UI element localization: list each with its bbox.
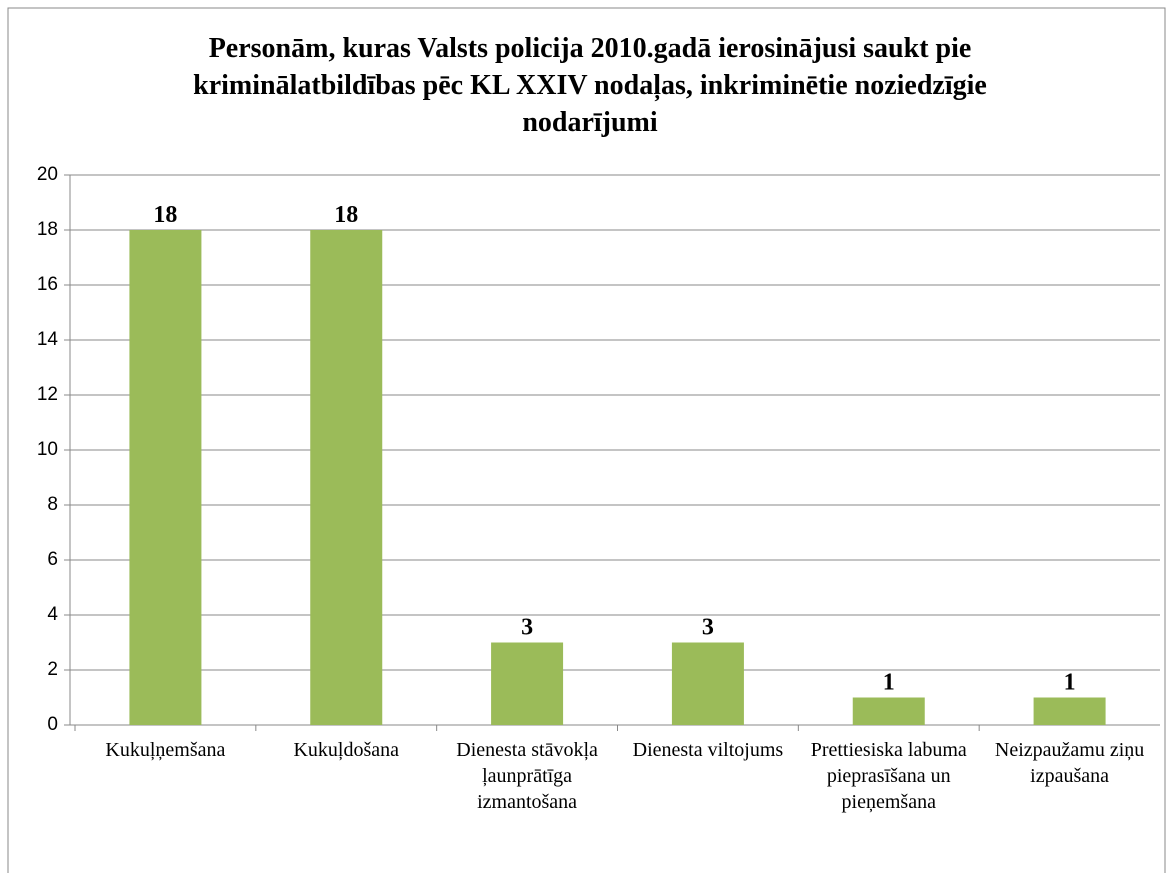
bar bbox=[129, 230, 202, 725]
x-tick-label: Dienesta stāvokļa ļaunprātīga izmantošan… bbox=[456, 739, 598, 813]
data-label: 1 bbox=[883, 670, 895, 696]
x-tick-label: Kukuļdošana bbox=[293, 739, 400, 761]
y-tick-label: 12 bbox=[37, 384, 58, 405]
y-tick-label: 0 bbox=[47, 714, 58, 735]
data-label: 18 bbox=[153, 202, 177, 228]
x-tick-label: Prettiesiska labuma pieprasīšana un pieņ… bbox=[810, 739, 967, 813]
y-tick-label: 8 bbox=[47, 494, 58, 515]
bar bbox=[671, 642, 744, 725]
data-label: 3 bbox=[521, 615, 533, 641]
y-tick-label: 4 bbox=[47, 604, 58, 625]
chart-border bbox=[7, 7, 1166, 873]
chart-title: Personām, kuras Valsts policija 2010.gad… bbox=[193, 33, 987, 138]
data-label: 1 bbox=[1064, 670, 1076, 696]
y-tick-label: 6 bbox=[47, 549, 58, 570]
bar bbox=[310, 230, 383, 725]
bar bbox=[491, 642, 564, 725]
x-tick-label: Dienesta viltojums bbox=[632, 739, 784, 761]
y-tick-label: 14 bbox=[37, 329, 59, 350]
y-tick-label: 20 bbox=[37, 164, 58, 185]
y-tick-label: 16 bbox=[37, 274, 58, 295]
x-tick-label: Kukuļņemšana bbox=[105, 739, 226, 761]
x-tick-label: Neizpaužamu ziņu izpaušana bbox=[994, 739, 1145, 787]
bar bbox=[852, 697, 925, 725]
y-tick-label: 10 bbox=[37, 439, 58, 460]
y-tick-label: 18 bbox=[37, 219, 58, 240]
bar bbox=[1033, 697, 1106, 725]
y-tick-label: 2 bbox=[47, 659, 58, 680]
data-label: 18 bbox=[334, 202, 358, 228]
data-label: 3 bbox=[702, 615, 714, 641]
